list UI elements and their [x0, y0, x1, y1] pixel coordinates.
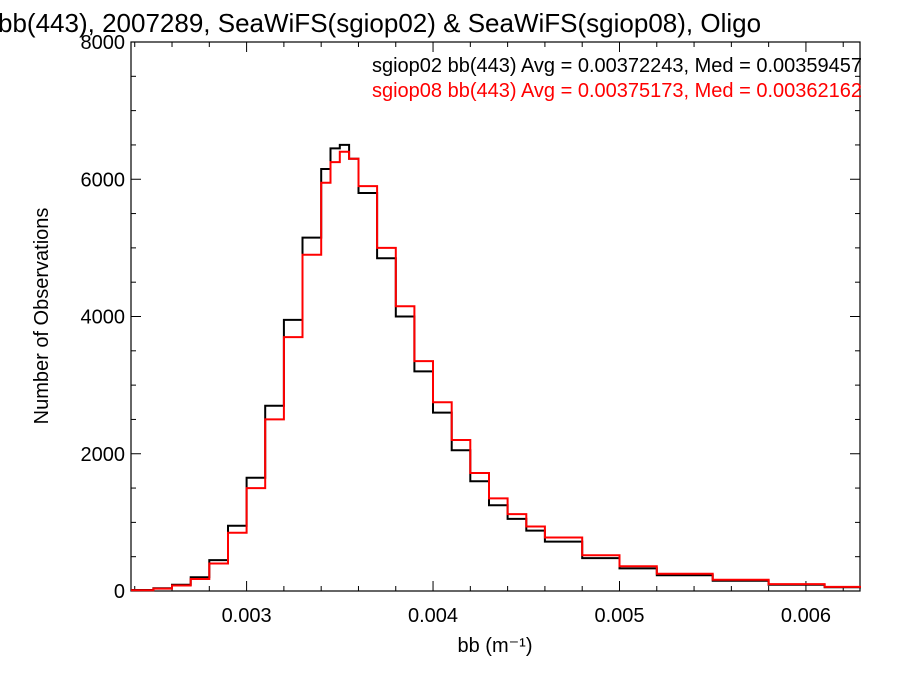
y-tick-label: 0	[114, 581, 125, 603]
x-tick-label: 0.003	[222, 605, 272, 627]
series-line-sgiop02	[131, 143, 861, 591]
y-tick-label: 4000	[81, 307, 126, 329]
chart-title: bb(443), 2007289, SeaWiFS(sgiop02) & Sea…	[0, 8, 761, 38]
series-lines	[131, 143, 861, 592]
legend-sgiop02: sgiop02 bb(443) Avg = 0.00372243, Med = …	[372, 55, 862, 77]
series-line-sgiop08	[131, 150, 861, 592]
y-tick-label: 8000	[81, 32, 126, 54]
x-tick-label: 0.006	[781, 605, 831, 627]
x-tick-label: 0.004	[408, 605, 458, 627]
y-axis-label: Number of Observations	[31, 208, 53, 425]
x-axis: 0.003 0.004 0.005 0.006	[134, 42, 844, 627]
x-tick-label: 0.005	[594, 605, 644, 627]
y-tick-label: 6000	[81, 169, 126, 191]
y-tick-label: 2000	[81, 444, 126, 466]
x-axis-label: bb (m⁻¹)	[458, 635, 533, 657]
plot-frame	[130, 41, 861, 592]
legend-sgiop08: sgiop08 bb(443) Avg = 0.00375173, Med = …	[372, 80, 862, 102]
y-axis: 0 2000 4000 6000 8000	[81, 32, 860, 603]
